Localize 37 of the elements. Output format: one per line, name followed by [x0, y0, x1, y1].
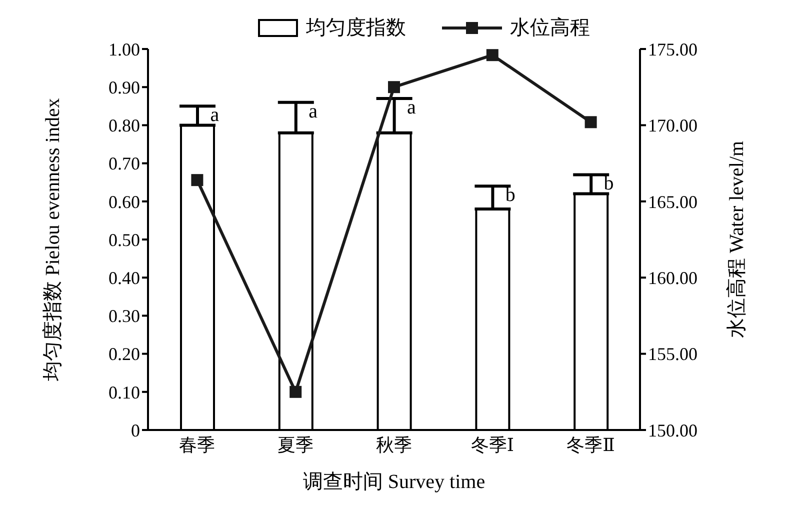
x-tick-label: 春季: [179, 434, 216, 455]
y-axis-title: 均匀度指数 Pielou evenness index: [42, 98, 64, 382]
y2-tick-label: 170.00: [648, 116, 698, 136]
point: [191, 174, 204, 186]
point: [388, 81, 400, 94]
y2-tick-label: 160.00: [648, 268, 698, 288]
x-tick-label: 冬季Ⅰ: [470, 434, 514, 455]
y2-tick-label: 155.00: [648, 344, 698, 364]
y-tick-label: 1.00: [108, 39, 140, 60]
x-tick-label: 夏季: [278, 434, 314, 455]
y-tick-label: 0.50: [108, 230, 140, 250]
annotation: b: [604, 172, 614, 195]
y2-tick-label: 175.00: [648, 39, 698, 60]
y-tick-label: 0.10: [108, 382, 140, 402]
point: [290, 386, 302, 398]
x-axis-title: 调查时间 Survey time: [302, 471, 486, 493]
legend-label: 水位高程: [510, 16, 590, 41]
x-tick-label: 秋季: [376, 434, 412, 455]
point: [486, 49, 498, 62]
y-tick-label: 0.90: [108, 77, 140, 98]
annotation: a: [407, 96, 416, 119]
annotation: a: [210, 104, 220, 126]
annotation: b: [505, 184, 516, 206]
legend-label: 均匀度指数: [306, 16, 406, 41]
y2-axis-title: 水位高程 Water level/m: [725, 140, 748, 338]
x-tick-label: 冬季Ⅱ: [566, 434, 615, 455]
y-tick-label: 0.20: [108, 344, 140, 364]
y-tick-label: 0.80: [108, 116, 140, 136]
point: [584, 116, 597, 128]
annotation: a: [308, 100, 318, 122]
y-tick-label: 0.40: [108, 268, 140, 288]
y2-tick-label: 165.00: [648, 192, 698, 212]
y-tick-label: 0.70: [108, 154, 140, 174]
y2-tick-label: 150.00: [648, 420, 698, 440]
y-tick-label: 0.60: [108, 192, 140, 212]
y-tick-label: 0.30: [108, 306, 140, 326]
y-tick-label: 0: [131, 420, 140, 440]
